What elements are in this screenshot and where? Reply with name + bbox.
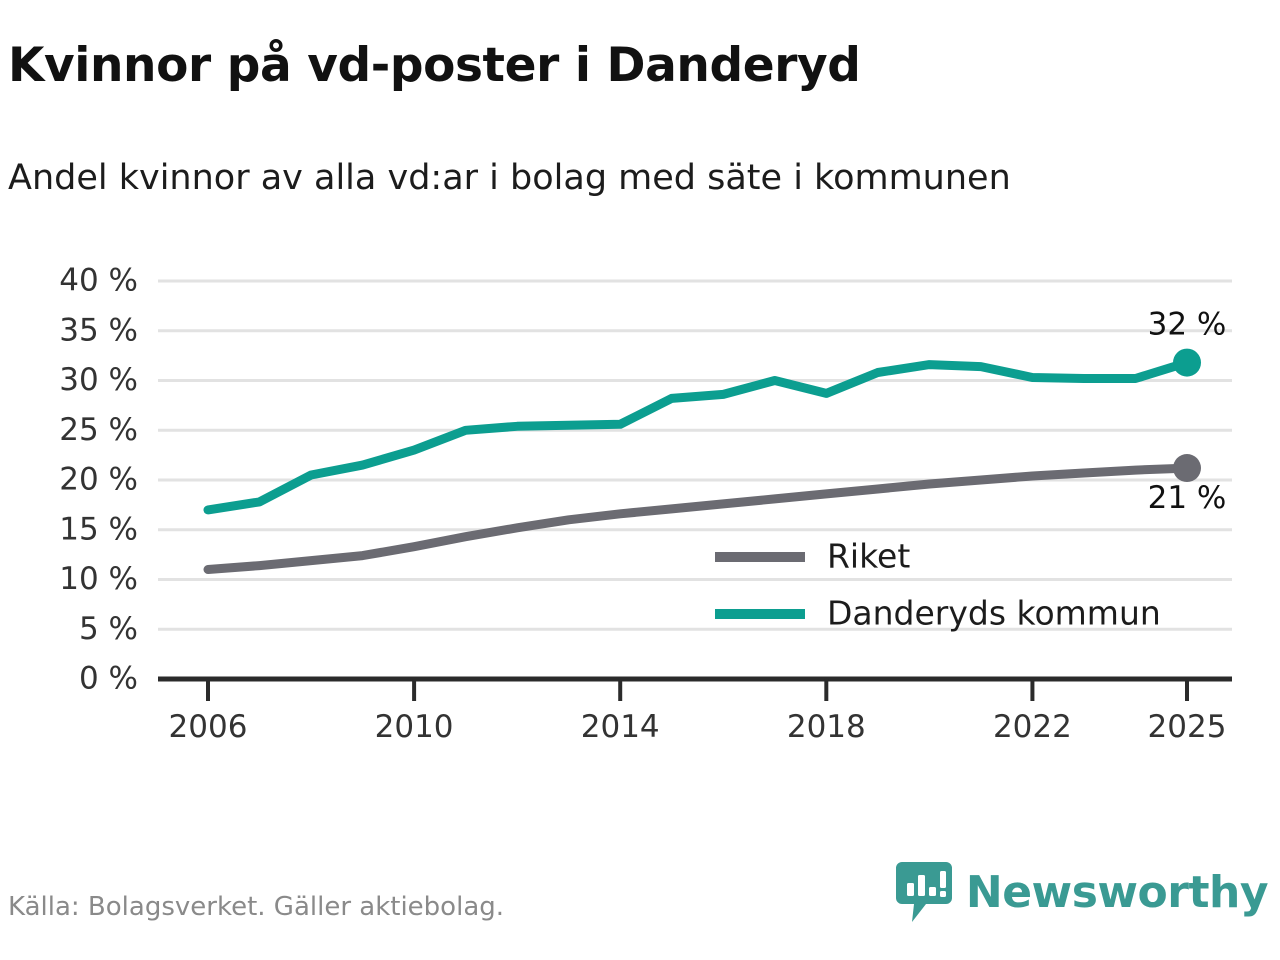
chart-series-endpoint-markers (1173, 348, 1201, 483)
chart-endpoint-value-labels: 21 % 32 % (1148, 307, 1227, 516)
y-axis-tick-label: 30 % (59, 362, 138, 398)
source-note: Källa: Bolagsverket. Gäller aktiebolag. (8, 892, 505, 922)
brand-name: Newsworthy (965, 867, 1269, 918)
y-axis-tick-label: 5 % (79, 611, 138, 647)
x-axis-tick-label: 2010 (375, 709, 454, 745)
chart-series-lines (203, 358, 1192, 574)
series-endpoint-value-label: 32 % (1148, 307, 1227, 343)
line-chart: 0 % 5 % 10 % 15 % 20 % 25 % 30 % 35 % 40 % 2006 2… (59, 263, 1232, 745)
page-subtitle: Andel kvinnor av alla vd:ar i bolag med … (8, 158, 1011, 198)
newsworthy-logo: Newsworthy (895, 862, 1269, 924)
page-title: Kvinnor på vd-poster i Danderyd (8, 38, 861, 93)
x-axis-tick-label: 2022 (993, 709, 1072, 745)
series-endpoint-value-label: 21 % (1148, 480, 1227, 516)
x-axis-tick-label: 2014 (581, 709, 660, 745)
y-axis-tick-label: 15 % (59, 511, 138, 547)
y-axis-tick-label: 0 % (79, 661, 138, 697)
x-axis-tick-label: 2025 (1148, 709, 1227, 745)
x-axis (158, 676, 1232, 701)
series-line (203, 463, 1192, 574)
chart-legend: Riket Danderyds kommun (715, 537, 1161, 633)
series-endpoint-marker (1173, 454, 1201, 483)
y-axis-tick-label: 25 % (59, 412, 138, 448)
y-axis-tick-label: 10 % (59, 561, 138, 597)
x-axis-tick-labels: 2006 2010 2014 2018 2022 2025 (169, 709, 1227, 745)
series-line (203, 358, 1192, 515)
chart-gridlines (158, 279, 1232, 631)
x-axis-tick-label: 2018 (787, 709, 866, 745)
y-axis-tick-label: 40 % (59, 263, 138, 299)
y-axis-tick-labels: 0 % 5 % 10 % 15 % 20 % 25 % 30 % 35 % 40 % (59, 263, 138, 697)
x-axis-tick-label: 2006 (169, 709, 248, 745)
y-axis-tick-label: 20 % (59, 462, 138, 498)
series-endpoint-marker (1173, 348, 1201, 377)
legend-label: Danderyds kommun (827, 594, 1161, 633)
y-axis-tick-label: 35 % (59, 312, 138, 348)
bar-chart-speech-bubble-icon (895, 862, 952, 922)
chart-canvas: 0 %5 %10 %15 %20 %25 %30 %35 %40 % 2006 2… (59, 263, 1232, 745)
legend-label: Riket (827, 537, 910, 576)
